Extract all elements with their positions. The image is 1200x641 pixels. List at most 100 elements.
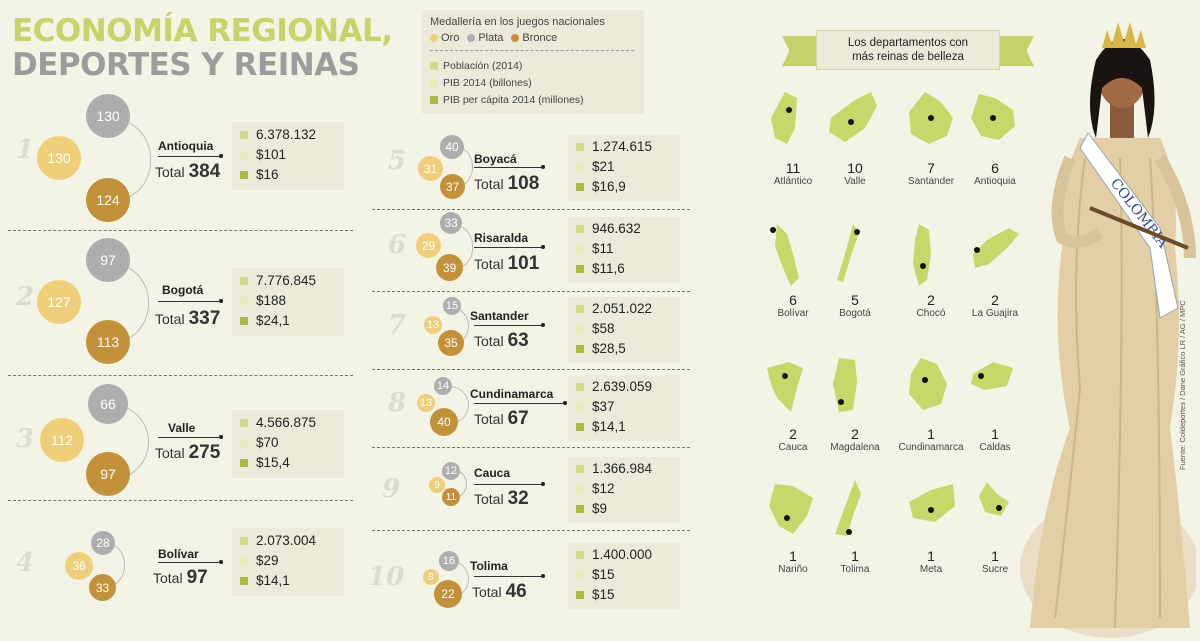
legend: Medallería en los juegos nacionales Oro … xyxy=(422,10,644,114)
legend-silver: Plata xyxy=(467,32,503,44)
medal-total: Total 32 xyxy=(474,488,529,509)
bronze-medal-count: 35 xyxy=(438,330,464,356)
department-map-icon xyxy=(769,484,813,534)
pointer-dot-icon xyxy=(219,154,223,158)
silver-medal-count: 14 xyxy=(434,377,452,395)
queen-count: 6 xyxy=(789,292,797,308)
gold-medal-count: 112 xyxy=(40,418,84,462)
department-map-icon xyxy=(833,358,857,412)
department-name: Risaralda xyxy=(474,231,529,245)
department-card: 2 Chocó xyxy=(896,220,966,319)
connector-line xyxy=(474,167,542,168)
queen-count: 10 xyxy=(847,160,863,176)
legend-gold: Oro xyxy=(430,32,459,44)
gold-medal-count: 8 xyxy=(423,569,439,585)
connector-line xyxy=(474,325,542,326)
department-map-icon xyxy=(913,224,931,286)
connector-line xyxy=(158,562,220,563)
silver-dot-icon xyxy=(467,34,476,42)
silver-medal-count: 66 xyxy=(88,384,128,424)
silver-medal-count: 28 xyxy=(91,531,115,555)
department-map-icon xyxy=(971,362,1013,390)
department-label: Cundinamarca xyxy=(898,442,964,453)
department-label: Antioquia xyxy=(974,176,1016,187)
bronze-medal-count: 11 xyxy=(442,488,460,506)
title-line-2: DEPORTES Y REINAS xyxy=(12,47,360,83)
stats-box: 1.400.000 $15 $15 xyxy=(568,543,680,609)
gold-medal-count: 13 xyxy=(417,394,435,412)
department-name: Bolívar xyxy=(158,547,199,561)
department-map-icon xyxy=(909,484,955,522)
department-map-icon xyxy=(837,224,860,282)
title-line-1: ECONOMÍA REGIONAL, xyxy=(12,13,393,49)
department-card: 6 Bolívar xyxy=(758,220,828,319)
rank-number: 5 xyxy=(388,146,407,176)
pointer-dot-icon xyxy=(541,245,545,249)
rank-number: 8 xyxy=(388,388,407,418)
queen-count: 1 xyxy=(927,426,935,442)
stats-box: 1.274.615 $21 $16,9 xyxy=(568,135,680,201)
queen-count: 11 xyxy=(785,160,801,176)
stats-box: 7.776.845 $188 $24,1 xyxy=(232,268,344,336)
medal-total: Total 67 xyxy=(474,408,529,429)
department-name: Antioquia xyxy=(158,139,214,153)
connector-line xyxy=(474,484,542,485)
connector-line xyxy=(474,403,566,404)
queen-count: 1 xyxy=(789,548,797,564)
department-map-icon xyxy=(767,362,803,412)
department-card: 6 Antioquia xyxy=(960,88,1030,187)
gold-medal-count: 36 xyxy=(65,552,93,580)
department-name: Cauca xyxy=(474,466,511,480)
department-label: Chocó xyxy=(916,308,946,319)
connector-line xyxy=(158,156,220,157)
medal-total: Total 108 xyxy=(474,173,540,194)
silver-medal-count: 33 xyxy=(440,212,462,234)
department-name: Cundinamarca xyxy=(470,387,554,401)
gold-medal-count: 29 xyxy=(416,233,441,258)
legend-per-capita: PIB per cápita 2014 (millones) xyxy=(430,94,584,106)
pointer-dot-icon xyxy=(541,482,545,486)
department-map-icon xyxy=(835,480,861,536)
pointer-dot-icon xyxy=(541,165,545,169)
department-label: Atlántico xyxy=(773,176,813,187)
bronze-medal-count: 39 xyxy=(436,254,463,281)
department-label: Bolívar xyxy=(777,308,809,319)
bronze-medal-count: 97 xyxy=(86,452,130,496)
department-name: Valle xyxy=(168,421,196,435)
medal-total: Total 97 xyxy=(153,567,208,588)
connector-line xyxy=(158,301,220,302)
rank-number: 10 xyxy=(368,562,405,592)
stats-box: 2.051.022 $58 $28,5 xyxy=(568,297,680,363)
stats-box: 2.073.004 $29 $14,1 xyxy=(232,528,344,596)
department-card: 1 Sucre xyxy=(960,476,1030,575)
silver-medal-count: 130 xyxy=(86,94,130,138)
bronze-medal-count: 37 xyxy=(440,174,465,199)
queen-count: 7 xyxy=(927,160,935,176)
connector-line xyxy=(158,437,220,438)
legend-bronze: Bronce xyxy=(511,32,557,44)
queen-count: 1 xyxy=(991,426,999,442)
connector-line xyxy=(474,247,542,248)
medal-total: Total 275 xyxy=(155,442,221,463)
pointer-dot-icon xyxy=(541,574,545,578)
gold-medal-count: 13 xyxy=(424,316,442,334)
department-label: Magdalena xyxy=(830,442,880,453)
department-label: Bogotá xyxy=(839,308,871,319)
stat-poblacion: 6.378.132 xyxy=(240,127,316,142)
department-map-icon xyxy=(973,228,1019,268)
queen-count: 6 xyxy=(991,160,999,176)
rank-number: 4 xyxy=(16,548,35,578)
square-icon xyxy=(430,62,438,70)
department-card: 2 La Guajira xyxy=(960,220,1030,319)
divider xyxy=(372,447,690,448)
rank-number: 3 xyxy=(16,424,35,454)
rank-number: 9 xyxy=(382,474,401,504)
queens-title: Los departamentos con más reinas de bell… xyxy=(816,30,1000,70)
department-label: Nariño xyxy=(778,564,808,575)
bronze-dot-icon xyxy=(511,34,520,42)
divider xyxy=(372,291,690,292)
department-label: La Guajira xyxy=(971,308,1019,319)
medal-total: Total 46 xyxy=(472,581,527,602)
department-name: Bogotá xyxy=(162,283,204,297)
queen-count: 2 xyxy=(851,426,859,442)
